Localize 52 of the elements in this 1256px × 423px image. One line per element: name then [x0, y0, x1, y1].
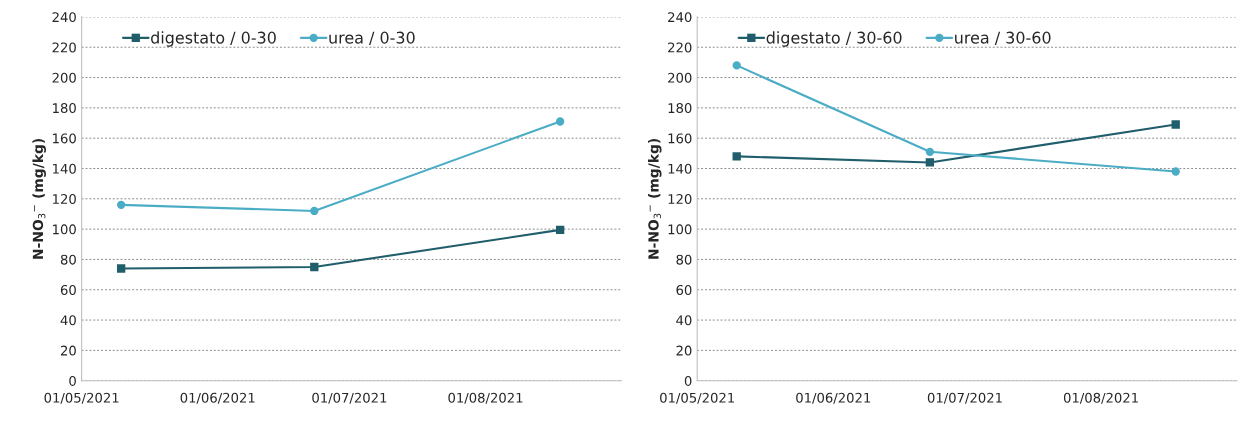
legend-label: digestato / 30-60: [766, 31, 902, 47]
y-tick-label: 100: [53, 224, 76, 235]
y-axis-title: N-NO$_{3}$$^{−}$ (mg/kg): [647, 138, 662, 259]
y-tick-label: 20: [676, 345, 692, 356]
point: [116, 264, 126, 273]
y-tick-label: 200: [52, 72, 76, 83]
y-tick-label: 120: [53, 194, 76, 205]
y-tick-label: 60: [676, 284, 692, 295]
y-tick-label: 200: [668, 72, 692, 83]
point: [116, 200, 126, 210]
legend-label: digestato / 0-30: [151, 31, 276, 47]
point: [1171, 120, 1180, 129]
y-tick-label: 0: [69, 375, 76, 386]
x-tick-label: 01/06/2021: [796, 392, 871, 404]
point: [1171, 167, 1180, 176]
y-tick-label: 220: [52, 42, 76, 53]
x-tick-label: 01/07/2021: [312, 392, 387, 404]
x-tick-label: 01/05/2021: [44, 392, 119, 404]
y-tick-label: 80: [60, 254, 76, 265]
y-tick-label: 240: [668, 12, 692, 23]
y-tick-label: 240: [52, 12, 76, 23]
legend-label: urea / 30-60: [955, 31, 1051, 45]
x-tick-label: 01/07/2021: [927, 392, 1002, 404]
x-tick-label: 01/08/2021: [448, 392, 523, 404]
point: [732, 152, 741, 161]
y-tick-label: 160: [53, 133, 76, 144]
y-tick-label: 180: [668, 103, 692, 114]
y-tick-label: 60: [60, 284, 76, 295]
x-tick-label: 01/05/2021: [660, 392, 734, 404]
legend-label: urea / 0-30: [329, 31, 415, 45]
y-tick-label: 20: [60, 345, 76, 356]
y-tick-label: 140: [53, 163, 76, 174]
point: [555, 117, 565, 126]
y-axis-title: N-NO$_{3}$$^{−}$ (mg/kg): [32, 138, 46, 259]
x-tick-label: 01/08/2021: [1063, 392, 1138, 404]
x-tick-label: 01/06/2021: [180, 392, 255, 404]
y-tick-label: 120: [668, 194, 692, 205]
point: [925, 158, 935, 167]
point: [925, 147, 935, 156]
y-tick-label: 80: [676, 254, 692, 265]
y-tick-label: 100: [668, 224, 692, 235]
y-tick-label: 160: [668, 133, 692, 144]
point: [310, 262, 319, 272]
point: [555, 225, 565, 235]
y-tick-label: 40: [60, 315, 76, 326]
y-tick-label: 180: [53, 103, 76, 114]
y-tick-label: 140: [668, 163, 692, 174]
y-tick-label: 220: [668, 42, 692, 53]
y-tick-label: 0: [684, 375, 692, 386]
y-tick-label: 40: [676, 315, 692, 326]
point: [732, 61, 741, 70]
point: [310, 206, 319, 216]
